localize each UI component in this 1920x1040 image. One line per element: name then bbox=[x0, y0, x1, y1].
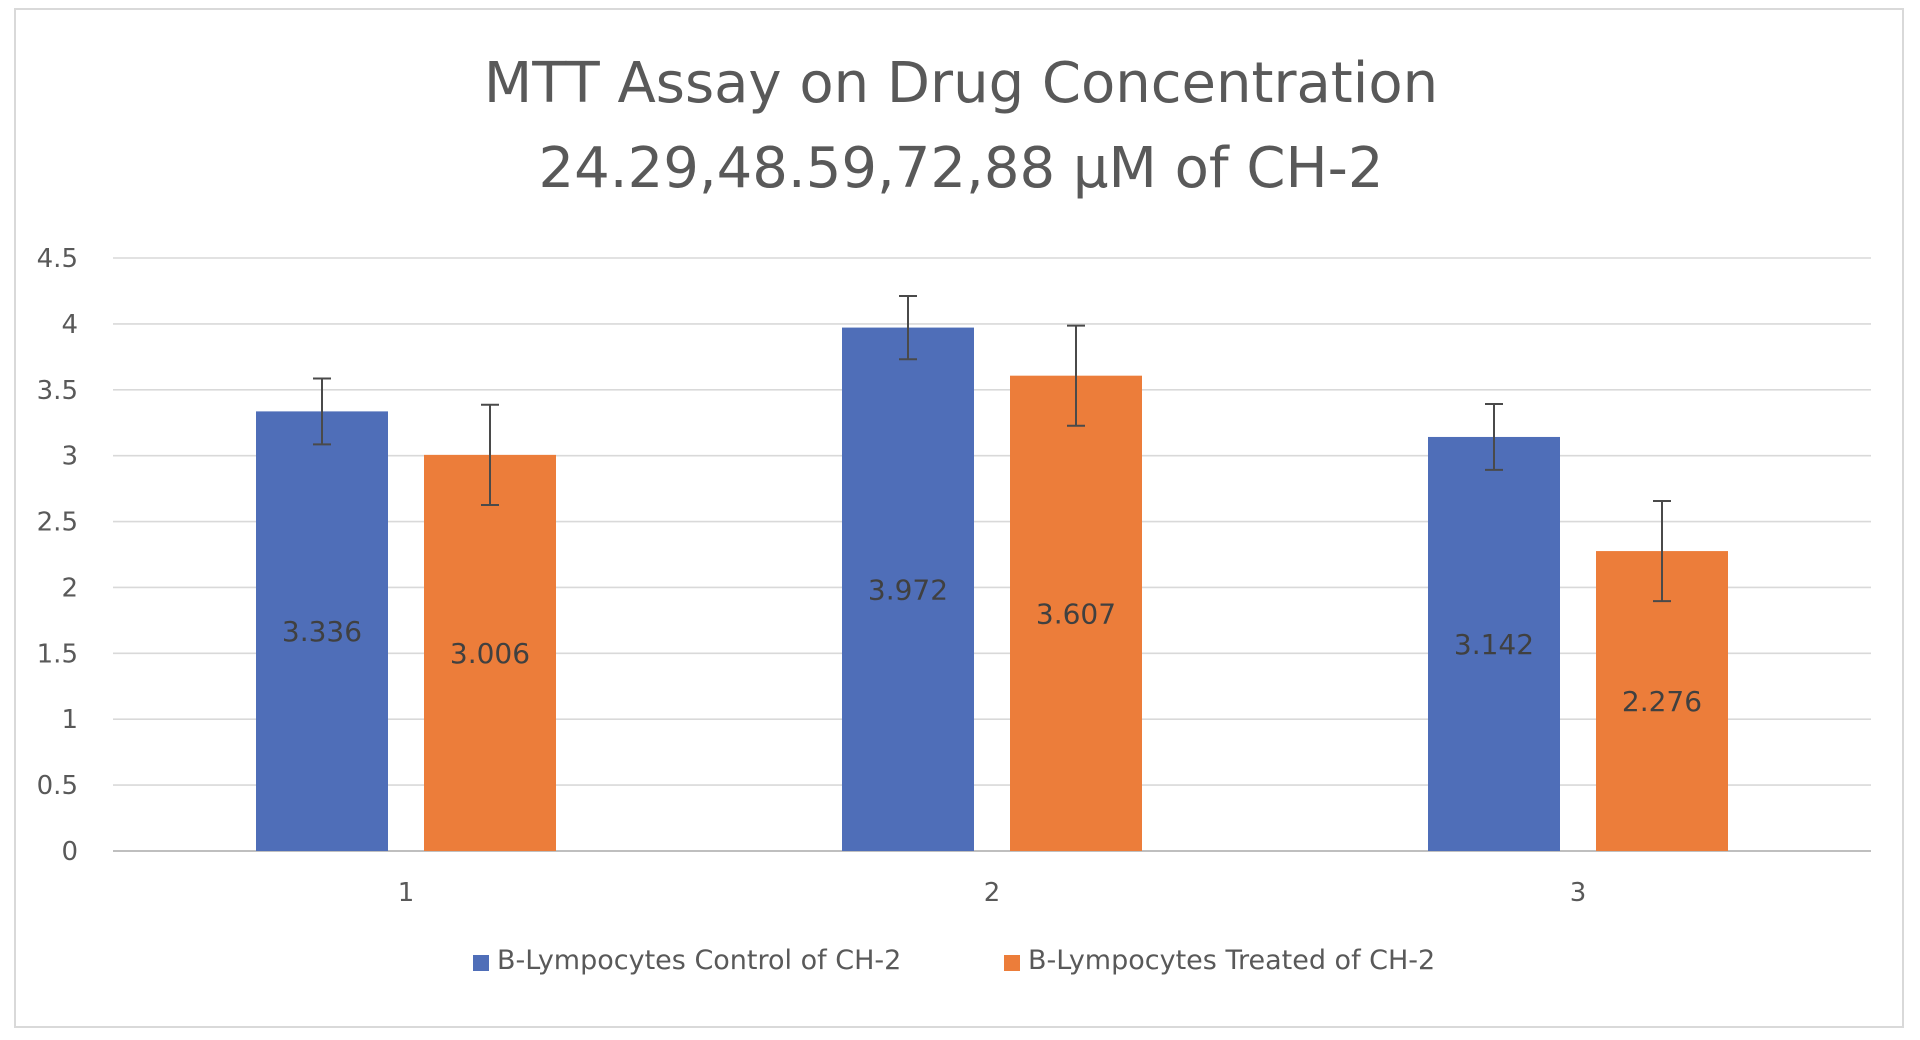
data-label: 3.006 bbox=[450, 637, 530, 670]
bar bbox=[842, 327, 974, 851]
y-tick-label: 2 bbox=[61, 573, 78, 603]
bar bbox=[256, 411, 388, 851]
y-tick-label: 0.5 bbox=[37, 771, 78, 801]
data-labels: 3.336 3.006 3.972 3.607 3.142 2.276 bbox=[282, 573, 1702, 718]
legend-swatch bbox=[473, 955, 489, 971]
y-tick-label: 3.5 bbox=[37, 376, 78, 406]
error-bars bbox=[313, 294, 1671, 603]
y-tick-label: 0 bbox=[61, 837, 78, 867]
legend-label: B-Lympocytes Control of CH-2 bbox=[497, 945, 901, 976]
data-label: 3.607 bbox=[1036, 597, 1116, 630]
x-axis-ticks: 1 2 3 bbox=[398, 878, 1587, 908]
bar bbox=[424, 454, 556, 851]
y-tick-label: 4 bbox=[61, 310, 78, 340]
x-tick-label: 2 bbox=[984, 878, 1001, 908]
y-tick-label: 4.5 bbox=[37, 244, 78, 274]
x-tick-label: 1 bbox=[398, 878, 415, 908]
y-tick-label: 3 bbox=[61, 442, 78, 472]
chart-title-line-2: 24.29,48.59,72,88 μM of CH-2 bbox=[539, 136, 1384, 201]
y-tick-label: 2.5 bbox=[37, 508, 78, 538]
data-label: 2.276 bbox=[1622, 685, 1702, 718]
chart-title-line-1: MTT Assay on Drug Concentration bbox=[484, 51, 1438, 116]
data-label: 3.972 bbox=[868, 573, 948, 606]
bar bbox=[1010, 375, 1142, 851]
data-label: 3.142 bbox=[1454, 628, 1534, 661]
legend: B-Lympocytes Control of CH-2 B-Lympocytes… bbox=[473, 945, 1435, 976]
legend-label: B-Lympocytes Treated of CH-2 bbox=[1028, 945, 1435, 976]
data-label: 3.336 bbox=[282, 615, 362, 648]
y-tick-label: 1 bbox=[61, 705, 78, 735]
legend-swatch bbox=[1004, 955, 1020, 971]
bars bbox=[256, 327, 1728, 851]
y-axis-ticks: 0 0.5 1 1.5 2 2.5 3 3.5 4 4.5 bbox=[37, 244, 78, 867]
bar bbox=[1428, 436, 1560, 851]
chart-title: MTT Assay on Drug Concentration 24.29,48… bbox=[484, 51, 1438, 201]
x-tick-label: 3 bbox=[1570, 878, 1587, 908]
y-tick-label: 1.5 bbox=[37, 639, 78, 669]
gridlines bbox=[113, 257, 1871, 852]
